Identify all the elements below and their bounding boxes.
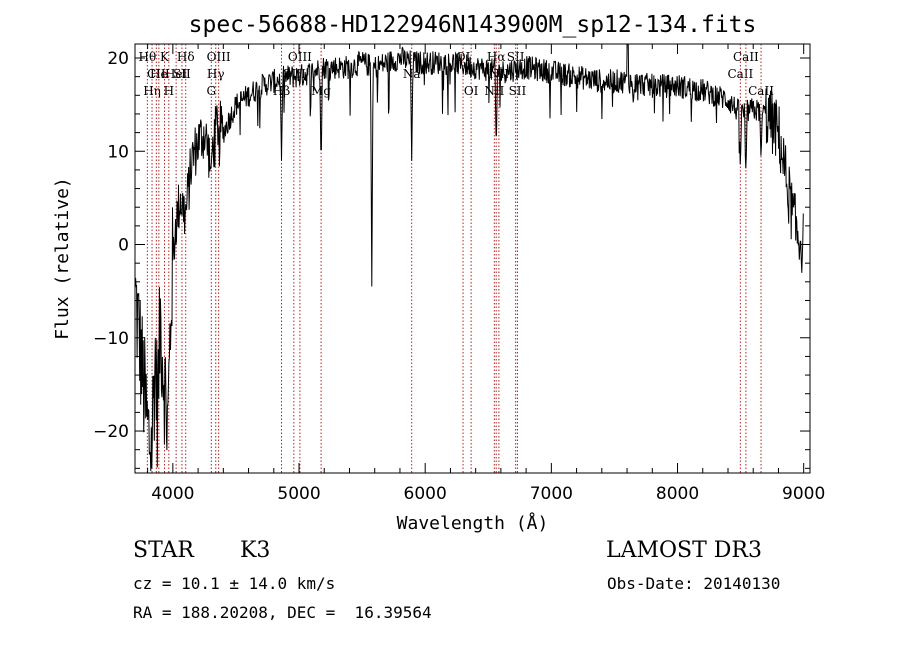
line-marker-label: NII [484,84,504,98]
line-marker-label: HeI [165,67,188,81]
x-tick-label: 9000 [782,484,825,504]
survey-name: LAMOST DR3 [606,538,762,563]
line-marker-label: K [160,50,170,64]
obs-date: Obs-Date: 20140130 [607,574,781,593]
line-marker-label: He [150,67,168,81]
chart-title: spec-56688-HD122946N143900M_sp12-134.fit… [189,12,757,38]
object-subclass: K3 [240,538,271,563]
x-tick-label: 4000 [151,484,194,504]
spectrum-series [135,44,804,472]
line-marker-label: Hβ [273,84,290,98]
y-axis: −20 −10 0 10 20 [93,49,810,469]
x-tick-label: 6000 [404,484,447,504]
line-markers: HθHηCIIHeKHHeISIIHδGHγOIIIHβOIIIOIIIMgNa… [139,44,774,473]
line-marker-label: OIII [207,50,231,64]
line-marker-label: Hθ [139,50,157,64]
line-marker-label: OIII [288,50,312,64]
x-axis-label: Wavelength (Å) [397,512,549,534]
object-class: STAR [133,538,194,563]
plot-frame [134,43,811,474]
line-marker-label: Hη [143,84,161,98]
line-marker-label: SII [173,67,191,81]
y-tick-label: −10 [93,329,129,349]
line-marker-label: SII [509,84,527,98]
y-tick-label: −20 [93,422,129,442]
x-tick-label: 7000 [530,484,573,504]
y-axis-label: Flux (relative) [52,177,73,340]
line-marker-label: SII [507,50,525,64]
line-marker-label: CII [147,67,166,81]
y-tick-label: 0 [118,236,129,256]
x-tick-label: 8000 [656,484,699,504]
x-axis: 4000 5000 6000 7000 8000 9000 [147,44,825,504]
line-marker-label: G [207,84,217,98]
y-tick-label: 10 [107,142,129,162]
line-marker-label: CaII [733,50,759,64]
line-marker-label: CaII [727,67,753,81]
spectrum-line [135,44,804,472]
x-tick-label: 5000 [277,484,320,504]
line-marker-label: CaII [748,84,774,98]
line-marker-label: Hγ [207,67,225,81]
line-marker-label: Hδ [177,50,195,64]
line-marker-label: OI [464,84,479,98]
y-tick-label: 20 [107,49,129,69]
coordinates: RA = 188.20208, DEC = 16.39564 [133,603,432,622]
line-marker-label: Mg [311,84,331,98]
line-marker-label: H [164,84,174,98]
redshift-readout: cz = 10.1 ± 14.0 km/s [133,574,336,593]
